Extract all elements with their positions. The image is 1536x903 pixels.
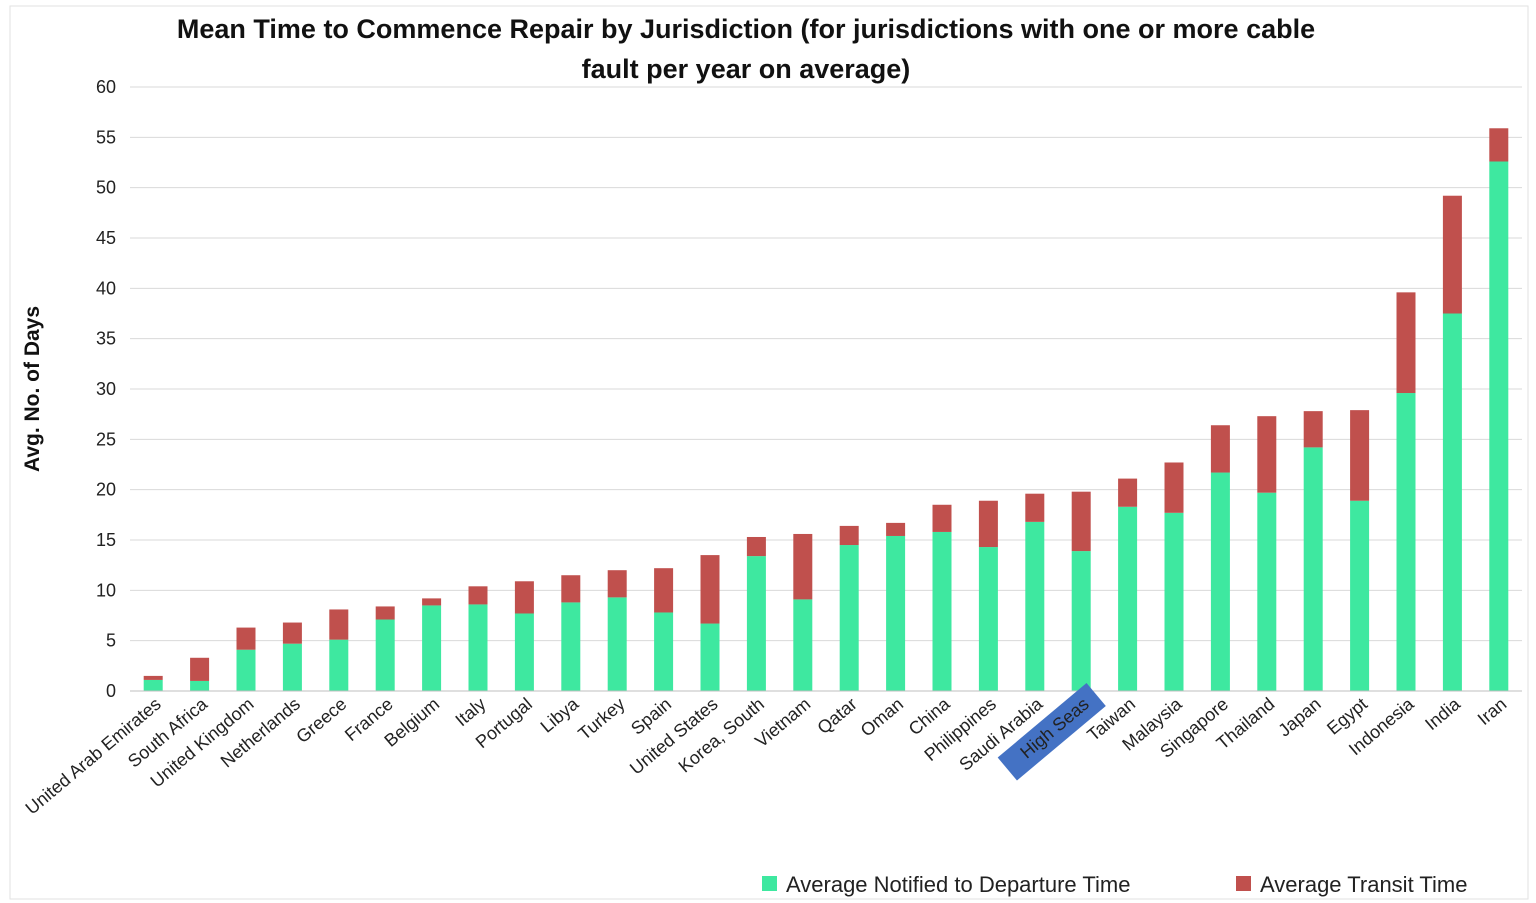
gridlines xyxy=(130,86,1522,642)
bar-segment-notified-to-departure xyxy=(1118,506,1138,691)
y-tick-label: 15 xyxy=(96,530,116,550)
bar-segment-transit xyxy=(1025,493,1045,522)
legend-label: Average Transit Time xyxy=(1260,872,1467,897)
y-axis-title: Avg. No. of Days xyxy=(21,306,44,472)
bar-segment-notified-to-departure xyxy=(1025,521,1045,691)
bar-segment-transit xyxy=(886,522,906,536)
bar-segment-notified-to-departure xyxy=(329,639,349,691)
bar-segment-transit xyxy=(932,504,952,532)
bar-segment-notified-to-departure xyxy=(561,602,581,691)
bar-segment-notified-to-departure xyxy=(1210,472,1230,691)
bar-segment-transit xyxy=(654,568,674,613)
bar-segment-transit xyxy=(1350,410,1370,501)
y-tick-label: 5 xyxy=(106,631,116,651)
y-tick-label: 50 xyxy=(96,178,116,198)
y-tick-label: 0 xyxy=(106,681,116,701)
bar-segment-notified-to-departure xyxy=(793,599,813,691)
bar-segment-notified-to-departure xyxy=(1164,512,1184,691)
bar-segment-notified-to-departure xyxy=(190,680,210,691)
bar-segment-notified-to-departure xyxy=(236,649,256,691)
bar-segment-transit xyxy=(1257,416,1277,493)
bar-segment-transit xyxy=(1396,292,1416,394)
bar-segment-transit xyxy=(190,657,210,681)
bar-segment-transit xyxy=(1442,195,1462,314)
bar-segment-transit xyxy=(236,627,256,650)
bar-segment-notified-to-departure xyxy=(282,643,302,691)
y-tick-label: 30 xyxy=(96,379,116,399)
highlight-box xyxy=(997,682,1106,781)
y-tick-label: 35 xyxy=(96,329,116,349)
bar-segment-transit xyxy=(514,581,534,614)
bar-segment-transit xyxy=(839,525,859,546)
chart-title-line-1: Mean Time to Commence Repair by Jurisdic… xyxy=(177,14,1315,44)
bar-segment-transit xyxy=(607,570,627,598)
bar-segment-notified-to-departure xyxy=(468,604,488,691)
bar-segment-notified-to-departure xyxy=(932,531,952,691)
bar-segment-transit xyxy=(1118,478,1138,507)
bar-segment-transit xyxy=(746,536,766,557)
bar-segment-transit xyxy=(700,555,720,624)
bar-segment-notified-to-departure xyxy=(375,619,395,691)
bar-segment-transit xyxy=(1210,425,1230,473)
bar-segment-transit xyxy=(1303,411,1323,448)
bar-segment-notified-to-departure xyxy=(143,679,163,691)
bar-segment-transit xyxy=(1071,491,1091,552)
y-tick-label: 55 xyxy=(96,127,116,147)
bar-segment-notified-to-departure xyxy=(514,613,534,691)
bar-segment-transit xyxy=(329,609,349,640)
bar-segment-notified-to-departure xyxy=(978,547,998,691)
bar-segment-notified-to-departure xyxy=(700,623,720,691)
y-tick-label: 25 xyxy=(96,429,116,449)
chart-title-line-2: fault per year on average) xyxy=(582,54,911,84)
bar-segment-notified-to-departure xyxy=(1257,492,1277,691)
y-tick-label: 10 xyxy=(96,580,116,600)
legend: Average Notified to Departure Time Averag… xyxy=(762,872,1467,897)
y-tick-label: 40 xyxy=(96,278,116,298)
bar-segment-notified-to-departure xyxy=(1071,551,1091,691)
bar-segment-transit xyxy=(375,606,395,620)
bar-segment-transit xyxy=(143,675,163,680)
legend-swatch xyxy=(1236,876,1251,891)
bar-segment-notified-to-departure xyxy=(422,605,442,691)
bar-segment-transit xyxy=(793,533,813,600)
bars xyxy=(143,128,1509,691)
bar-segment-transit xyxy=(978,500,998,548)
legend-swatch xyxy=(762,876,777,891)
bar-segment-notified-to-departure xyxy=(746,556,766,691)
bar-segment-notified-to-departure xyxy=(607,597,627,691)
bar-segment-notified-to-departure xyxy=(1303,447,1323,691)
bar-segment-transit xyxy=(468,586,488,605)
y-axis-ticks: 0 5 10 15 20 25 30 35 40 45 50 55 60 xyxy=(96,77,116,701)
bar-segment-notified-to-departure xyxy=(1396,393,1416,691)
bar-segment-notified-to-departure xyxy=(1442,313,1462,691)
bar-segment-transit xyxy=(1164,462,1184,513)
bar-segment-transit xyxy=(282,622,302,644)
y-tick-label: 60 xyxy=(96,77,116,97)
bar-segment-transit xyxy=(1489,128,1509,162)
bar-segment-notified-to-departure xyxy=(654,612,674,691)
chart-border xyxy=(9,5,1529,900)
bar-segment-transit xyxy=(422,598,442,606)
bar-segment-notified-to-departure xyxy=(839,545,859,691)
bar-segment-transit xyxy=(561,575,581,603)
legend-label: Average Notified to Departure Time xyxy=(786,872,1130,897)
bar-segment-notified-to-departure xyxy=(886,535,906,691)
y-tick-label: 45 xyxy=(96,228,116,248)
bar-segment-notified-to-departure xyxy=(1350,500,1370,691)
bar-segment-notified-to-departure xyxy=(1489,161,1509,691)
y-tick-label: 20 xyxy=(96,480,116,500)
